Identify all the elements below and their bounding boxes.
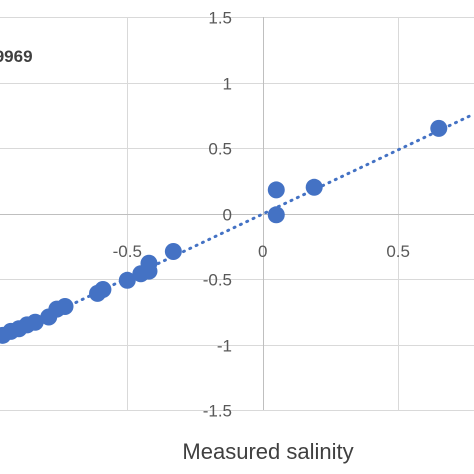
- x-tick-label: 0: [258, 242, 267, 261]
- r-squared-annotation: .9969: [0, 47, 33, 66]
- axes: [0, 17, 474, 410]
- y-tick-label: -1.5: [203, 402, 232, 421]
- x-tick-label: 0.5: [386, 242, 410, 261]
- data-point: [430, 119, 448, 137]
- y-tick-label: 0: [223, 206, 232, 225]
- y-tick-label: -0.5: [203, 271, 232, 290]
- data-point: [40, 308, 58, 326]
- data-point: [267, 206, 285, 224]
- data-point: [89, 284, 107, 302]
- data-point: [132, 265, 150, 283]
- data-points: [0, 119, 448, 344]
- y-tick-labels: 1.5 1 0.5 0 -0.5 -1 -1.5: [203, 9, 232, 421]
- y-tick-label: 1.5: [208, 9, 232, 28]
- y-tick-label: 1: [223, 75, 232, 94]
- x-tick-labels: -0.5 0 0.5: [113, 242, 410, 261]
- data-point: [0, 326, 12, 344]
- data-point: [164, 242, 182, 260]
- data-point: [305, 178, 323, 196]
- y-tick-label: 0.5: [208, 140, 232, 159]
- gridlines: [0, 17, 474, 411]
- x-axis-label: Measured salinity: [182, 439, 353, 464]
- data-point: [118, 271, 136, 289]
- y-tick-label: -1: [217, 337, 232, 356]
- data-point: [267, 181, 285, 199]
- x-tick-label: -0.5: [113, 242, 142, 261]
